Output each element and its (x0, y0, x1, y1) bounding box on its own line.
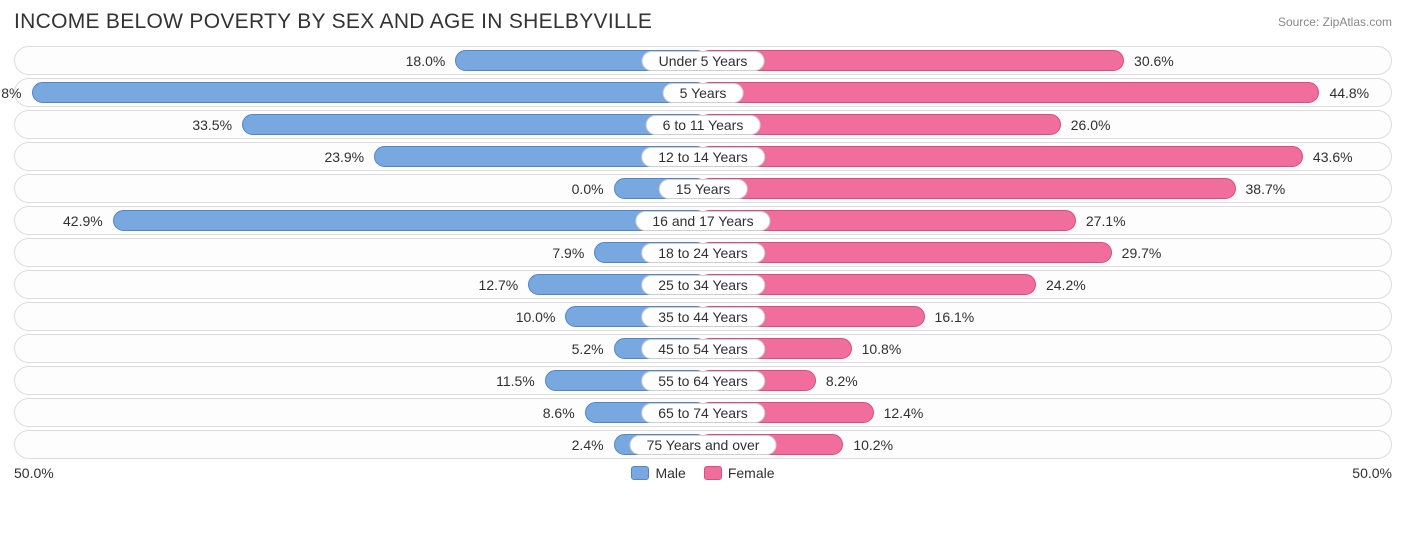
value-label-male: 7.9% (552, 245, 584, 261)
chart-row: 42.9% 27.1% 16 and 17 Years (14, 206, 1392, 235)
legend-female-label: Female (728, 465, 775, 481)
half-female: 16.1% (703, 303, 1391, 330)
bar-female (699, 82, 1319, 103)
half-female: 8.2% (703, 367, 1391, 394)
axis-label-left: 50.0% (14, 465, 54, 481)
value-label-male: 12.7% (479, 277, 519, 293)
value-label-male: 8.6% (543, 405, 575, 421)
value-label-male: 23.9% (324, 149, 364, 165)
category-label: 15 Years (659, 179, 748, 199)
category-label: 25 to 34 Years (641, 275, 765, 295)
half-male: 7.9% (15, 239, 703, 266)
value-label-female: 27.1% (1086, 213, 1126, 229)
bar-male (113, 210, 707, 231)
axis-label-right: 50.0% (1352, 465, 1392, 481)
chart-row: 12.7% 24.2% 25 to 34 Years (14, 270, 1392, 299)
chart-row: 2.4% 10.2% 75 Years and over (14, 430, 1392, 459)
half-male: 42.9% (15, 207, 703, 234)
half-female: 26.0% (703, 111, 1391, 138)
value-label-male: 18.0% (406, 53, 446, 69)
chart-title: INCOME BELOW POVERTY BY SEX AND AGE IN S… (14, 10, 652, 34)
half-male: 18.0% (15, 47, 703, 74)
swatch-female (704, 466, 722, 480)
category-label: 16 and 17 Years (635, 211, 770, 231)
value-label-male: 2.4% (572, 437, 604, 453)
half-female: 27.1% (703, 207, 1391, 234)
value-label-male: 0.0% (572, 181, 604, 197)
half-female: 29.7% (703, 239, 1391, 266)
chart-row: 48.8% 44.8% 5 Years (14, 78, 1392, 107)
chart-row: 0.0% 38.7% 15 Years (14, 174, 1392, 203)
half-male: 23.9% (15, 143, 703, 170)
bar-male (32, 82, 707, 103)
chart-row: 10.0% 16.1% 35 to 44 Years (14, 302, 1392, 331)
category-label: 75 Years and over (630, 435, 777, 455)
chart-row: 23.9% 43.6% 12 to 14 Years (14, 142, 1392, 171)
half-female: 30.6% (703, 47, 1391, 74)
chart-rows: 18.0% 30.6% Under 5 Years 48.8% 44.8% 5 Years… (14, 46, 1392, 459)
half-male: 11.5% (15, 367, 703, 394)
source-label: Source: ZipAtlas.com (1278, 15, 1392, 29)
category-label: 6 to 11 Years (646, 115, 761, 135)
value-label-female: 43.6% (1313, 149, 1353, 165)
category-label: 45 to 54 Years (641, 339, 765, 359)
half-female: 12.4% (703, 399, 1391, 426)
half-male: 2.4% (15, 431, 703, 458)
half-female: 43.6% (703, 143, 1391, 170)
bar-female (699, 178, 1236, 199)
value-label-male: 48.8% (0, 85, 22, 101)
chart-row: 11.5% 8.2% 55 to 64 Years (14, 366, 1392, 395)
half-male: 48.8% (15, 79, 703, 106)
chart-row: 7.9% 29.7% 18 to 24 Years (14, 238, 1392, 267)
value-label-female: 12.4% (884, 405, 924, 421)
category-label: 65 to 74 Years (641, 403, 765, 423)
value-label-male: 33.5% (192, 117, 232, 133)
value-label-male: 5.2% (572, 341, 604, 357)
legend-item-female: Female (704, 465, 775, 481)
half-male: 5.2% (15, 335, 703, 362)
bar-male (242, 114, 707, 135)
value-label-female: 16.1% (935, 309, 975, 325)
chart-row: 33.5% 26.0% 6 to 11 Years (14, 110, 1392, 139)
half-female: 44.8% (703, 79, 1391, 106)
legend: Male Female (631, 465, 774, 481)
category-label: 5 Years (663, 83, 744, 103)
half-female: 24.2% (703, 271, 1391, 298)
value-label-female: 10.2% (853, 437, 893, 453)
chart-row: 5.2% 10.8% 45 to 54 Years (14, 334, 1392, 363)
chart-row: 18.0% 30.6% Under 5 Years (14, 46, 1392, 75)
category-label: Under 5 Years (642, 51, 765, 71)
value-label-female: 10.8% (862, 341, 902, 357)
half-female: 38.7% (703, 175, 1391, 202)
category-label: 12 to 14 Years (641, 147, 765, 167)
half-female: 10.8% (703, 335, 1391, 362)
half-female: 10.2% (703, 431, 1391, 458)
value-label-male: 11.5% (496, 373, 535, 389)
swatch-male (631, 466, 649, 480)
category-label: 55 to 64 Years (641, 371, 765, 391)
axis-row: 50.0% Male Female 50.0% (14, 465, 1392, 481)
value-label-male: 42.9% (63, 213, 103, 229)
value-label-female: 26.0% (1071, 117, 1111, 133)
header: INCOME BELOW POVERTY BY SEX AND AGE IN S… (14, 10, 1392, 34)
half-male: 12.7% (15, 271, 703, 298)
value-label-male: 10.0% (516, 309, 556, 325)
chart-container: INCOME BELOW POVERTY BY SEX AND AGE IN S… (0, 0, 1406, 559)
half-male: 8.6% (15, 399, 703, 426)
category-label: 35 to 44 Years (641, 307, 765, 327)
value-label-female: 44.8% (1329, 85, 1369, 101)
legend-item-male: Male (631, 465, 685, 481)
bar-female (699, 146, 1303, 167)
half-male: 33.5% (15, 111, 703, 138)
value-label-female: 38.7% (1246, 181, 1286, 197)
value-label-female: 29.7% (1122, 245, 1162, 261)
half-male: 0.0% (15, 175, 703, 202)
category-label: 18 to 24 Years (641, 243, 765, 263)
value-label-female: 24.2% (1046, 277, 1086, 293)
chart-row: 8.6% 12.4% 65 to 74 Years (14, 398, 1392, 427)
legend-male-label: Male (655, 465, 685, 481)
half-male: 10.0% (15, 303, 703, 330)
value-label-female: 30.6% (1134, 53, 1174, 69)
value-label-female: 8.2% (826, 373, 858, 389)
